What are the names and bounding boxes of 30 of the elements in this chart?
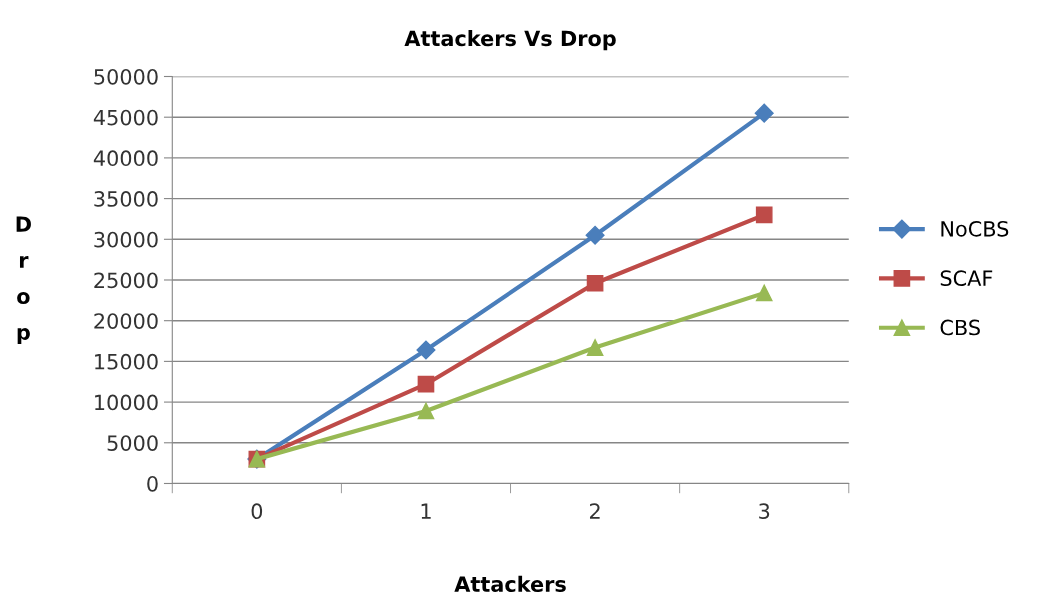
point: [586, 339, 604, 356]
legend-label: SCAF: [940, 270, 993, 287]
y-tick-label: 35000: [94, 191, 158, 207]
y-tick-label: 20000: [94, 313, 158, 329]
y-tick-label: 45000: [93, 109, 158, 126]
x-tick-label: 0: [251, 503, 263, 520]
y-tick-label: 50000: [94, 68, 158, 85]
y-tick-label: 0: [147, 475, 158, 492]
y-tick-label: 10000: [95, 394, 158, 411]
y-tick-label: 5000: [107, 435, 158, 451]
x-tick-label: 2: [589, 503, 600, 519]
y-axis-title: Drop: [16, 216, 31, 345]
y-tick-label: 25000: [94, 272, 158, 289]
x-tick-label: 1: [421, 503, 431, 519]
y-tick-label: 15000: [95, 353, 158, 370]
y-tick-label: 40000: [93, 150, 158, 167]
point: [755, 206, 773, 224]
x-axis-title: Attackers: [454, 575, 566, 592]
y-tick-label: 30000: [94, 231, 158, 248]
point: [586, 274, 604, 292]
point: [755, 284, 773, 302]
point: [417, 375, 435, 393]
point: [754, 103, 774, 123]
legend-label: CBS: [940, 319, 980, 336]
point: [585, 225, 605, 245]
point: [417, 402, 435, 420]
point: [416, 340, 436, 360]
chart-title: Attackers Vs Drop: [404, 30, 616, 51]
x-tick-label: 3: [759, 503, 770, 520]
legend-label: NoCBS: [941, 220, 1009, 237]
